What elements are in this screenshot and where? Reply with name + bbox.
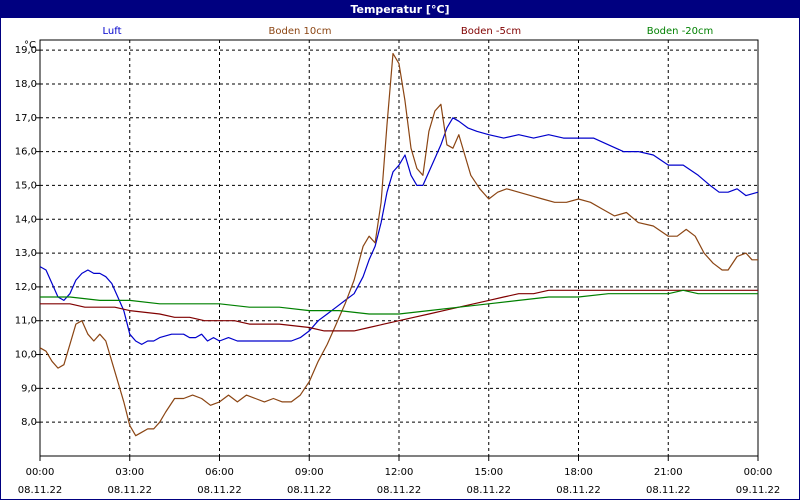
x-tick-time-label: 15:00 <box>474 467 503 478</box>
series-line-1 <box>39 52 758 437</box>
x-tick-time-label: 00:00 <box>26 467 55 478</box>
y-tick-label: 13,0 <box>15 248 37 259</box>
y-tick-label: 18,0 <box>15 79 37 90</box>
y-tick-label: 19,0 <box>15 45 37 56</box>
x-tick-time-label: 21:00 <box>654 467 683 478</box>
legend: Luft Boden 10cm Boden -5cm Boden -20cm <box>103 26 714 37</box>
x-tick-date-label: 08.11.22 <box>197 485 242 496</box>
x-tick-time-label: 09:00 <box>295 467 324 478</box>
x-tick-time-label: 06:00 <box>205 467 234 478</box>
x-axis-tick-labels: 00:00 08.11.22 03:00 08.11.22 06:00 08.11.22 0… <box>18 467 781 496</box>
x-tick-time-label: 03:00 <box>115 467 144 478</box>
series-line-3 <box>40 289 758 315</box>
x-tick-date-label: 08.11.22 <box>466 485 511 496</box>
x-tick-date-label: 08.11.22 <box>377 485 422 496</box>
y-tick-label: 15,0 <box>15 180 37 191</box>
y-tick-label: 14,0 <box>15 214 37 225</box>
grid-lines <box>36 40 759 461</box>
y-axis-unit-label: °C <box>24 40 36 51</box>
legend-entry-2: Boden -5cm <box>461 26 521 37</box>
x-tick-time-label: 12:00 <box>385 467 414 478</box>
y-tick-label: 9,0 <box>21 383 37 394</box>
y-tick-label: 12,0 <box>15 282 37 293</box>
x-tick-date-label: 09.11.22 <box>736 485 781 496</box>
y-tick-label: 16,0 <box>15 147 37 158</box>
y-axis-tick-labels: 8,0 9,0 10,0 11,0 12,0 13,0 14,0 15,0 16,0 17,0 18… <box>15 45 37 428</box>
series-line-2 <box>40 289 758 332</box>
legend-entry-3: Boden -20cm <box>647 26 714 37</box>
x-tick-date-label: 08.11.22 <box>556 485 601 496</box>
x-tick-date-label: 08.11.22 <box>287 485 332 496</box>
y-tick-label: 10,0 <box>15 350 37 361</box>
y-tick-label: 11,0 <box>15 316 37 327</box>
series-lines <box>39 52 759 437</box>
x-tick-time-label: 18:00 <box>564 467 593 478</box>
x-tick-date-label: 08.11.22 <box>18 485 63 496</box>
legend-entry-0: Luft <box>103 26 122 37</box>
legend-entry-1: Boden 10cm <box>269 26 332 37</box>
x-tick-date-label: 08.11.22 <box>646 485 691 496</box>
x-tick-time-label: 00:00 <box>744 467 773 478</box>
series-line-0 <box>39 117 759 345</box>
y-tick-label: 17,0 <box>15 113 37 124</box>
x-tick-date-label: 08.11.22 <box>107 485 152 496</box>
y-tick-label: 8,0 <box>21 417 37 428</box>
chart-title: Temperatur [°C] <box>1 1 799 18</box>
